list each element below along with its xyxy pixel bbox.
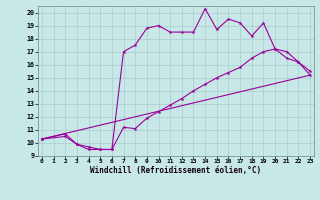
X-axis label: Windchill (Refroidissement éolien,°C): Windchill (Refroidissement éolien,°C) bbox=[91, 166, 261, 175]
